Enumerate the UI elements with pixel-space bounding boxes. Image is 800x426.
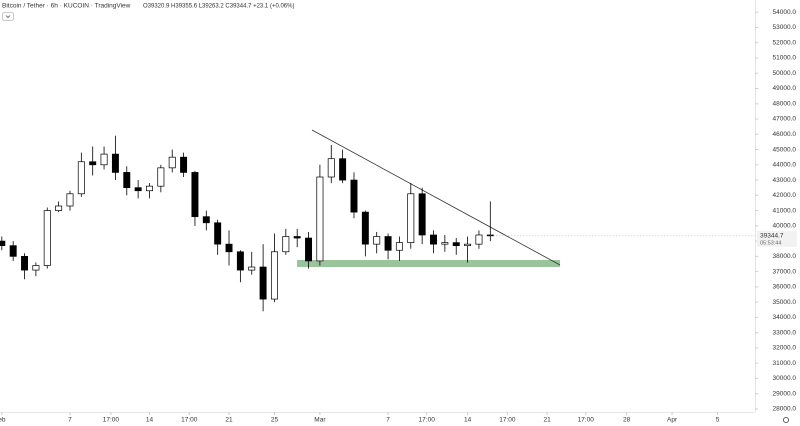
y-tick-label: 41000.0: [773, 207, 797, 214]
y-tick-label: 42000.0: [773, 192, 797, 199]
x-tick-label: 14: [146, 417, 154, 424]
candle-body: [248, 266, 256, 271]
candle-body: [305, 237, 313, 262]
candle-body: [43, 210, 51, 266]
x-tick-label: 14: [464, 417, 472, 424]
y-tick-label: 28000.0: [773, 406, 797, 413]
candle-body: [259, 266, 267, 300]
candle-body: [316, 176, 324, 262]
candle-body: [339, 158, 347, 181]
candle-body: [191, 172, 199, 218]
x-tick-label: 17:00: [578, 417, 595, 424]
candle-body: [157, 167, 165, 187]
y-tick-label: 37000.0: [773, 268, 797, 275]
candle-body: [134, 187, 142, 192]
last-price-label: 39344.7: [760, 233, 784, 240]
y-tick-label: 33000.0: [773, 329, 797, 336]
y-tick-label: 30000.0: [773, 375, 797, 382]
y-tick-label: 43000.0: [773, 177, 797, 184]
y-tick-label: 34000.0: [773, 314, 797, 321]
support-zone: [297, 260, 560, 267]
candle-body: [111, 153, 119, 173]
y-tick-label: 48000.0: [773, 100, 797, 107]
y-tick-label: 49000.0: [773, 85, 797, 92]
countdown-label: 05:53:44: [760, 240, 781, 246]
x-tick-label: 5: [716, 417, 720, 424]
candle-body: [21, 256, 29, 271]
y-tick-label: 54000.0: [773, 9, 797, 16]
candle-body: [9, 245, 17, 257]
candle-body: [236, 251, 244, 271]
y-tick-label: 40000.0: [773, 223, 797, 230]
candle-body: [475, 234, 483, 245]
y-tick-label: 31000.0: [773, 360, 797, 367]
y-tick-label: 32000.0: [773, 345, 797, 352]
x-tick-label: 21: [225, 417, 233, 424]
last-price-box: [757, 230, 797, 247]
candle-body: [373, 236, 381, 245]
candle-body: [384, 236, 392, 251]
candles: [0, 135, 494, 312]
candle-body: [77, 161, 85, 195]
candle-body: [452, 242, 460, 247]
candle-body: [395, 242, 403, 251]
x-tick-label: 17:00: [499, 417, 516, 424]
x-tick-label: 17:00: [103, 417, 120, 424]
candle-body: [123, 172, 131, 189]
collapse-icon: [5, 15, 11, 19]
chart-title: Bitcoin / Tether · 6h · KUCOIN · Trading…: [2, 3, 131, 10]
candle-body: [100, 153, 108, 166]
candle-body: [66, 193, 74, 207]
candle-body: [430, 234, 437, 245]
candle-body: [32, 265, 40, 271]
x-tick-label: 7: [68, 417, 72, 424]
x-tick-label: 7: [386, 417, 390, 424]
y-tick-label: 53000.0: [773, 24, 797, 31]
x-tick-label: Mar: [314, 417, 326, 424]
collapse-button[interactable]: [2, 12, 14, 21]
x-tick-label: Apr: [667, 417, 678, 424]
y-tick-label: 46000.0: [773, 131, 797, 138]
candle-body: [55, 205, 63, 211]
x-tick-label: 25: [271, 417, 279, 424]
x-tick-label: 28: [623, 417, 631, 424]
y-tick-label: 44000.0: [773, 162, 797, 169]
candle-body: [327, 158, 335, 178]
x-tick-label: 17:00: [419, 417, 436, 424]
candle-body: [89, 161, 97, 166]
candle-body: [464, 243, 472, 247]
candle-body: [0, 240, 6, 247]
y-tick-label: 36000.0: [773, 284, 797, 291]
y-tick-label: 35000.0: [773, 299, 797, 306]
candle-body: [225, 243, 233, 253]
trend-line: [311, 129, 561, 266]
y-tick-label: 50000.0: [773, 70, 797, 77]
candle-body: [350, 179, 358, 213]
candle-body: [146, 185, 153, 192]
y-tick-label: 38000.0: [773, 253, 797, 260]
candle-body: [293, 236, 301, 239]
candle-body: [214, 222, 222, 245]
ohlc-readout: O39320.9 H39355.6 L39263.2 C39344.7 +23.…: [143, 4, 294, 10]
y-tick-label: 52000.0: [773, 39, 797, 46]
candle-body: [418, 193, 426, 236]
y-tick-label: 47000.0: [773, 116, 797, 123]
candle-body: [202, 216, 210, 224]
candle-body: [441, 242, 449, 245]
x-tick-label: eb: [0, 417, 6, 424]
y-tick-label: 51000.0: [773, 55, 797, 62]
y-tick-label: 45000.0: [773, 146, 797, 153]
y-tick-label: 29000.0: [773, 390, 797, 397]
candle-body: [361, 211, 369, 245]
candle-body: [270, 251, 278, 300]
x-tick-label: 21: [543, 417, 551, 424]
x-tick-label: 17:00: [181, 417, 198, 424]
candle-body: [282, 236, 290, 253]
settings-icon[interactable]: [782, 416, 790, 424]
candle-body: [180, 156, 188, 173]
candle-body: [168, 156, 176, 169]
candle-body: [407, 193, 415, 243]
